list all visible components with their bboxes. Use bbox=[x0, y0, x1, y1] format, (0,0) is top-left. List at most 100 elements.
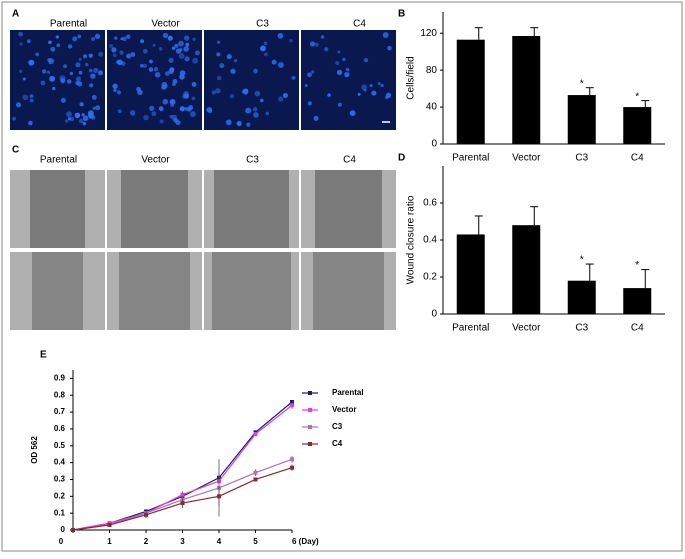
cell-nucleus bbox=[162, 98, 169, 105]
cell-nucleus bbox=[337, 50, 341, 54]
cell-nucleus bbox=[162, 32, 169, 39]
cell-nucleus bbox=[82, 115, 89, 122]
marker bbox=[180, 492, 185, 497]
image-label: C4 bbox=[353, 19, 366, 30]
cell-nucleus bbox=[85, 62, 89, 67]
cell-nucleus bbox=[252, 107, 258, 112]
wound-area bbox=[119, 252, 190, 330]
cell-nucleus bbox=[265, 111, 269, 116]
cell-nucleus bbox=[55, 35, 60, 39]
cell-nucleus bbox=[22, 77, 26, 81]
cell-nucleus bbox=[75, 76, 82, 82]
wound-area bbox=[32, 252, 83, 330]
marker bbox=[144, 512, 148, 517]
cell-nucleus bbox=[179, 106, 185, 112]
cell-nucleus bbox=[277, 96, 284, 102]
cell-nucleus bbox=[291, 75, 296, 80]
cell-nucleus bbox=[117, 109, 122, 114]
bar bbox=[623, 288, 652, 314]
cell-nucleus bbox=[342, 57, 346, 62]
cell-nucleus bbox=[229, 93, 235, 99]
cell-nucleus bbox=[47, 58, 52, 63]
cell-nucleus bbox=[185, 42, 190, 47]
cell-nucleus bbox=[69, 116, 75, 122]
cell-nucleus bbox=[183, 35, 190, 41]
panel-label: B bbox=[398, 9, 405, 20]
cell-nucleus bbox=[380, 83, 384, 88]
cell-nucleus bbox=[40, 80, 46, 86]
x-tick-label: 5 bbox=[253, 537, 258, 546]
cell-nucleus bbox=[307, 72, 312, 78]
marker bbox=[217, 494, 221, 499]
cell-nucleus bbox=[225, 119, 232, 126]
cell-nucleus bbox=[88, 53, 93, 58]
cell-nucleus bbox=[277, 33, 284, 39]
cell-nucleus bbox=[184, 56, 190, 62]
bar bbox=[456, 39, 485, 144]
cell-nucleus bbox=[194, 50, 200, 56]
cell-nucleus bbox=[48, 61, 52, 65]
cell-nucleus bbox=[282, 93, 288, 99]
y-tick-label: 0 bbox=[61, 525, 66, 534]
cell-layer bbox=[107, 170, 121, 248]
cell-nucleus bbox=[183, 46, 189, 52]
cell-nucleus bbox=[29, 94, 34, 98]
cell-nucleus bbox=[88, 68, 93, 73]
x-tick-label: 3 bbox=[180, 537, 185, 546]
cell-nucleus bbox=[77, 81, 83, 87]
cell-nucleus bbox=[140, 63, 144, 68]
y-axis-label: Cells/field bbox=[406, 56, 417, 99]
cell-nucleus bbox=[114, 36, 118, 40]
cell-nucleus bbox=[158, 47, 163, 51]
cell-nucleus bbox=[216, 52, 221, 57]
cell-nucleus bbox=[246, 122, 251, 127]
x-tick-label: 1 bbox=[107, 537, 112, 546]
cell-nucleus bbox=[129, 110, 136, 116]
cell-nucleus bbox=[192, 57, 199, 64]
cell-nucleus bbox=[113, 88, 117, 93]
cell-layer bbox=[204, 252, 212, 330]
cell-layer bbox=[291, 252, 299, 330]
cell-nucleus bbox=[289, 38, 293, 43]
cell-nucleus bbox=[154, 71, 161, 78]
cell-nucleus bbox=[112, 83, 118, 89]
cell-nucleus bbox=[387, 45, 392, 51]
cell-nucleus bbox=[95, 105, 101, 111]
marker bbox=[253, 432, 258, 436]
cell-nucleus bbox=[183, 91, 190, 98]
cell-nucleus bbox=[369, 84, 373, 88]
cell-nucleus bbox=[130, 52, 136, 57]
y-tick-label: 0.6 bbox=[54, 424, 66, 433]
cell-layer bbox=[289, 170, 299, 248]
cell-layer bbox=[190, 252, 202, 330]
cell-nucleus bbox=[149, 59, 153, 64]
x-tick-label: C4 bbox=[631, 323, 644, 334]
cell-nucleus bbox=[349, 110, 356, 117]
cell-nucleus bbox=[159, 119, 164, 124]
cell-layer bbox=[382, 170, 396, 248]
cell-nucleus bbox=[19, 42, 23, 46]
cell-nucleus bbox=[175, 48, 182, 54]
image-label: Parental bbox=[50, 19, 87, 30]
y-tick-label: 0 bbox=[431, 139, 437, 150]
cell-nucleus bbox=[81, 113, 85, 117]
panel-label: D bbox=[398, 153, 405, 164]
y-tick-label: 0.6 bbox=[423, 198, 437, 209]
cell-nucleus bbox=[35, 52, 39, 57]
cell-nucleus bbox=[219, 63, 225, 69]
cell-nucleus bbox=[67, 117, 71, 121]
marker bbox=[290, 457, 294, 462]
cell-nucleus bbox=[122, 36, 127, 42]
y-tick-label: 40 bbox=[426, 102, 438, 113]
bar bbox=[456, 234, 485, 314]
cell-nucleus bbox=[98, 51, 104, 57]
cell-nucleus bbox=[28, 59, 35, 66]
marker bbox=[107, 522, 112, 527]
cell-nucleus bbox=[50, 46, 56, 52]
cell-nucleus bbox=[260, 45, 266, 52]
cell-nucleus bbox=[142, 48, 148, 54]
cell-nucleus bbox=[126, 54, 131, 59]
cell-nucleus bbox=[42, 69, 47, 74]
cell-nucleus bbox=[192, 37, 196, 41]
legend-label: Vector bbox=[332, 405, 356, 414]
